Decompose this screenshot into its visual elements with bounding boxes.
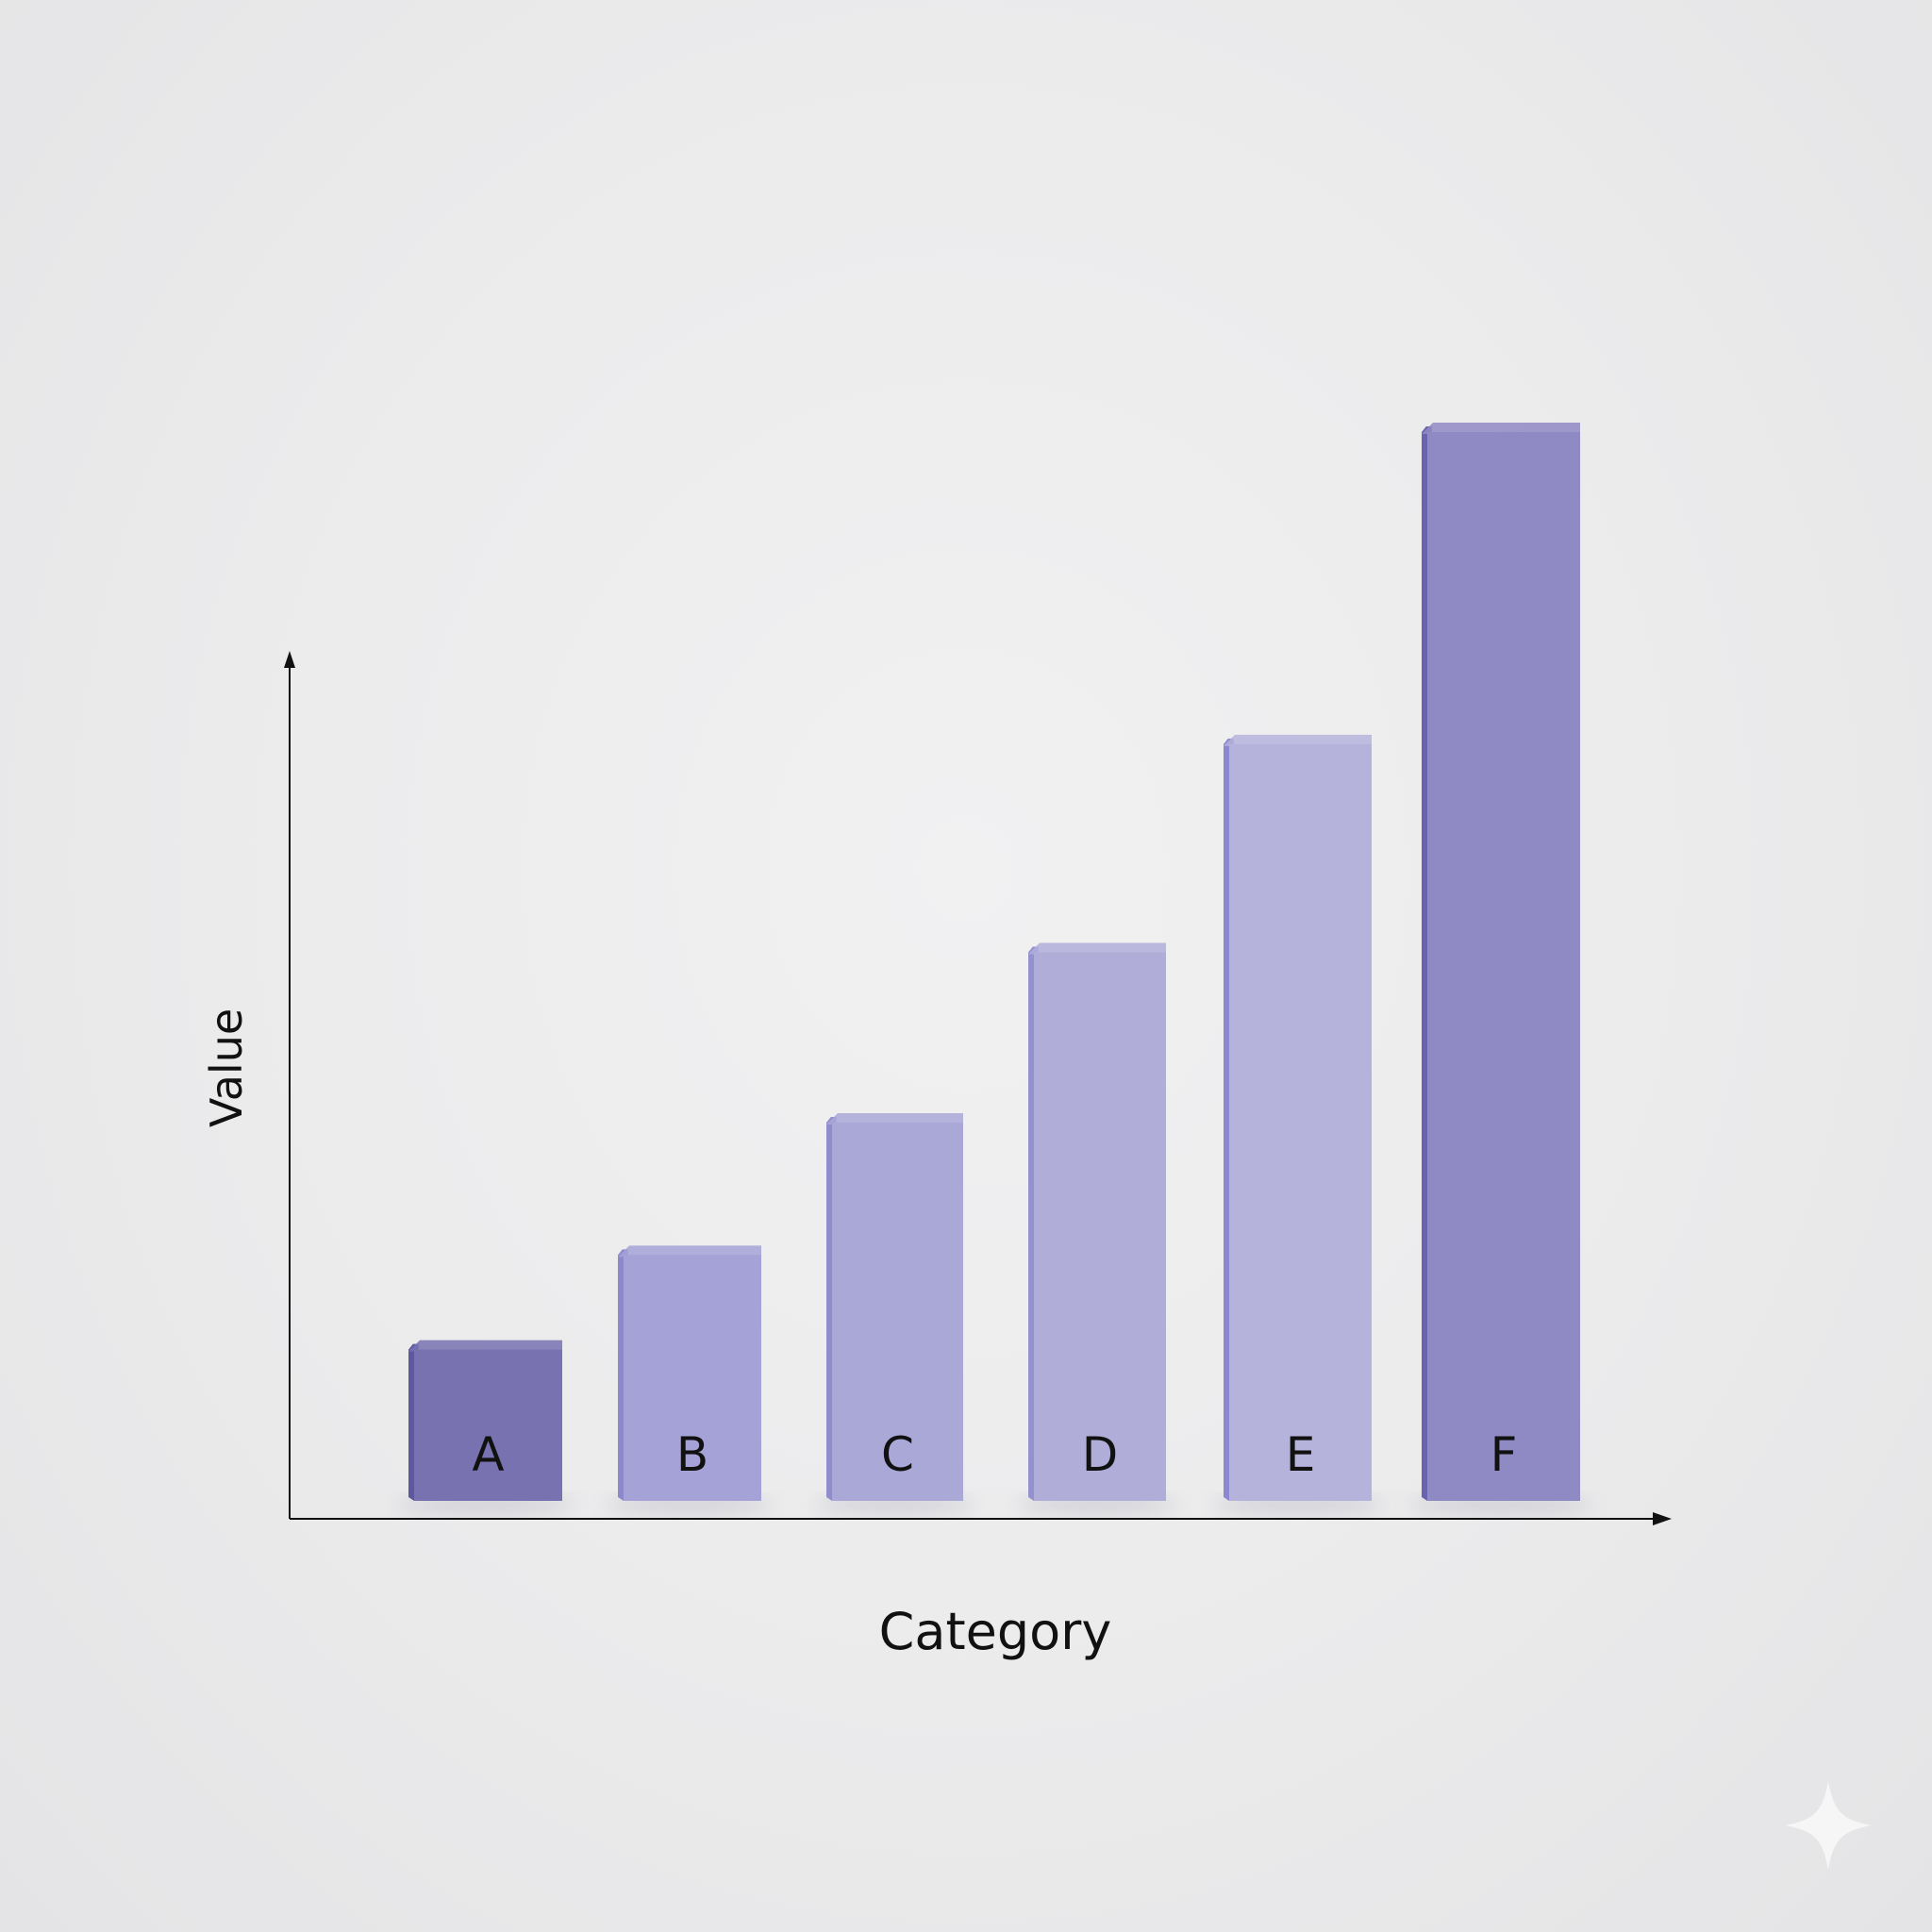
- bar-label-e: E: [1286, 1427, 1316, 1482]
- bar-b: [624, 1255, 761, 1501]
- y-axis-arrow: [284, 651, 295, 668]
- bar-label-a: A: [472, 1427, 504, 1482]
- bar-top-b: [618, 1245, 761, 1257]
- bar-top-f: [1422, 423, 1580, 435]
- bar-c: [832, 1122, 963, 1501]
- bar-f: [1427, 432, 1580, 1501]
- bar-top-c: [826, 1112, 963, 1124]
- sparkle-icon: [1785, 1781, 1872, 1870]
- bar-label-b: B: [676, 1427, 708, 1482]
- y-axis-label: Value: [201, 1008, 252, 1127]
- bar-top-d: [1028, 942, 1166, 955]
- bar-top-e: [1224, 734, 1372, 746]
- bar-label-c: C: [881, 1427, 914, 1482]
- x-axis-arrow: [1653, 1512, 1672, 1525]
- bar-e: [1229, 743, 1372, 1501]
- bar-top-a: [408, 1340, 562, 1352]
- bar-label-d: D: [1082, 1427, 1119, 1482]
- bar-d: [1034, 952, 1166, 1501]
- bars-group: A B C D E F: [395, 423, 1593, 1513]
- x-axis-label: Category: [879, 1602, 1112, 1661]
- bar-label-f: F: [1491, 1427, 1518, 1482]
- bar-a: [414, 1349, 562, 1501]
